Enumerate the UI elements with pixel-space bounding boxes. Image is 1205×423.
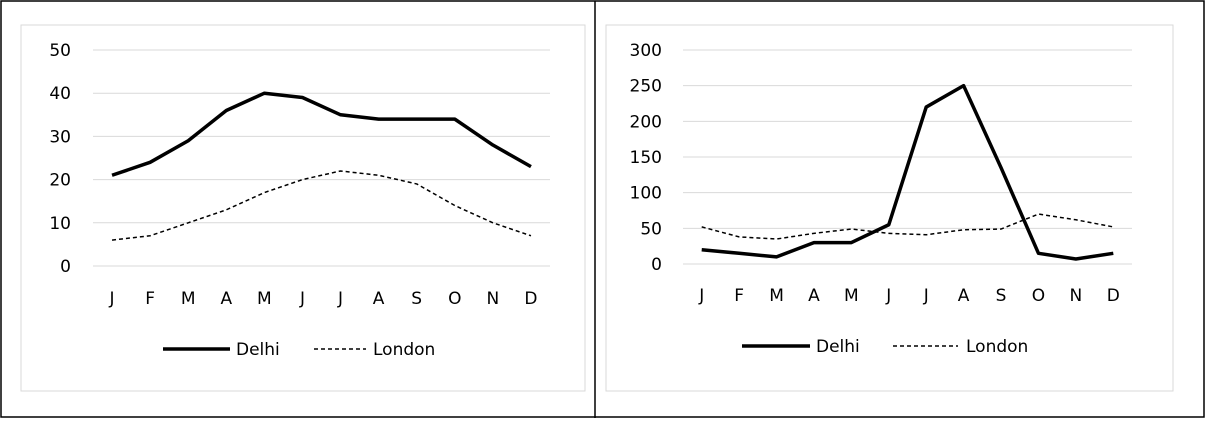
legend-label-delhi: Delhi bbox=[816, 337, 860, 357]
x-tick-label: J bbox=[109, 289, 115, 309]
x-tick-label: J bbox=[337, 289, 343, 309]
x-tick-label: D bbox=[524, 289, 537, 309]
x-tick-label: A bbox=[373, 289, 385, 309]
x-tick-label: J bbox=[885, 286, 891, 306]
x-tick-label: J bbox=[698, 286, 704, 306]
y-tick-label: 50 bbox=[49, 41, 71, 61]
x-tick-label: M bbox=[181, 289, 196, 309]
y-tick-label: 250 bbox=[630, 77, 662, 97]
x-tick-label: F bbox=[734, 286, 744, 306]
legend-label-london: London bbox=[373, 340, 435, 360]
x-tick-label: S bbox=[996, 286, 1007, 306]
y-tick-label: 20 bbox=[49, 171, 71, 191]
x-tick-label: N bbox=[1070, 286, 1083, 306]
chart-area-border-rainfall bbox=[606, 25, 1173, 391]
y-tick-label: 30 bbox=[49, 127, 71, 147]
x-tick-label: A bbox=[808, 286, 820, 306]
y-tick-label: 0 bbox=[60, 257, 71, 277]
y-tick-label: 40 bbox=[49, 84, 71, 104]
x-tick-label: S bbox=[411, 289, 422, 309]
x-tick-label: M bbox=[769, 286, 784, 306]
x-tick-label: A bbox=[220, 289, 232, 309]
x-tick-label: M bbox=[844, 286, 859, 306]
chart-area-border-temperature bbox=[21, 25, 585, 391]
y-tick-label: 50 bbox=[640, 219, 662, 239]
x-tick-label: D bbox=[1107, 286, 1120, 306]
x-tick-label: O bbox=[448, 289, 461, 309]
y-tick-label: 300 bbox=[630, 41, 662, 61]
y-tick-label: 200 bbox=[630, 112, 662, 132]
y-tick-label: 0 bbox=[651, 255, 662, 275]
x-tick-label: N bbox=[487, 289, 500, 309]
x-tick-label: J bbox=[923, 286, 929, 306]
x-tick-label: J bbox=[299, 289, 305, 309]
x-tick-label: A bbox=[958, 286, 970, 306]
x-tick-label: O bbox=[1032, 286, 1045, 306]
x-tick-label: M bbox=[257, 289, 272, 309]
y-tick-label: 100 bbox=[630, 184, 662, 204]
legend-label-london: London bbox=[966, 337, 1028, 357]
x-tick-label: F bbox=[145, 289, 155, 309]
y-tick-label: 150 bbox=[630, 148, 662, 168]
y-tick-label: 10 bbox=[49, 214, 71, 234]
legend-label-delhi: Delhi bbox=[236, 340, 280, 360]
